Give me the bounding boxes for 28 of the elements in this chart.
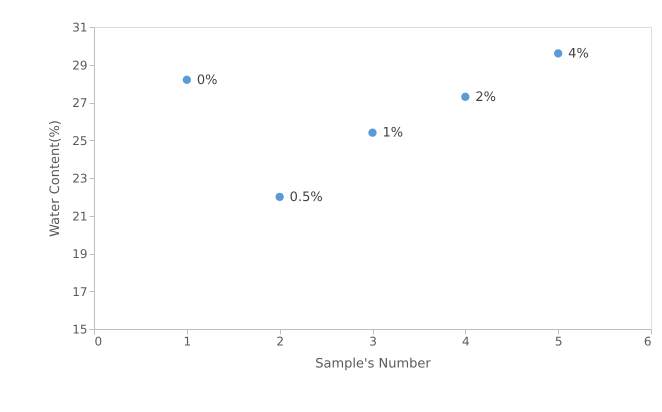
annotation: 1%	[382, 126, 404, 141]
point	[182, 76, 192, 84]
x-tick-label: 5	[554, 334, 562, 348]
point	[554, 49, 562, 58]
x-tick-label: 2	[276, 334, 284, 348]
annotation: 0%	[196, 72, 218, 88]
annotation: 4%	[568, 46, 589, 62]
x-tick-label: 6	[644, 334, 652, 348]
point	[461, 92, 470, 102]
y-tick-label: 25	[72, 134, 88, 148]
x-tick-label: 1	[184, 334, 192, 348]
y-axis-title: Water Content(%)	[48, 120, 64, 237]
point	[275, 192, 284, 202]
y-tick-label: 31	[72, 20, 88, 34]
y-tick-label: 19	[72, 247, 88, 261]
annotation: 0.5%	[290, 190, 323, 205]
point	[368, 128, 377, 137]
x-tick-label: 0	[94, 334, 102, 348]
y-tick-label: 29	[72, 58, 88, 72]
x-tick-label: 3	[369, 334, 377, 348]
y-tick-label: 17	[72, 284, 88, 299]
annotation: 2%	[475, 90, 496, 105]
x-tick-label: 4	[462, 334, 470, 348]
y-tick-label: 21	[72, 209, 88, 224]
x-axis-title: Sample's Number	[315, 356, 432, 372]
y-tick-label: 27	[72, 96, 88, 110]
y-tick-label: 15	[72, 322, 88, 336]
y-tick-label: 23	[72, 172, 88, 186]
